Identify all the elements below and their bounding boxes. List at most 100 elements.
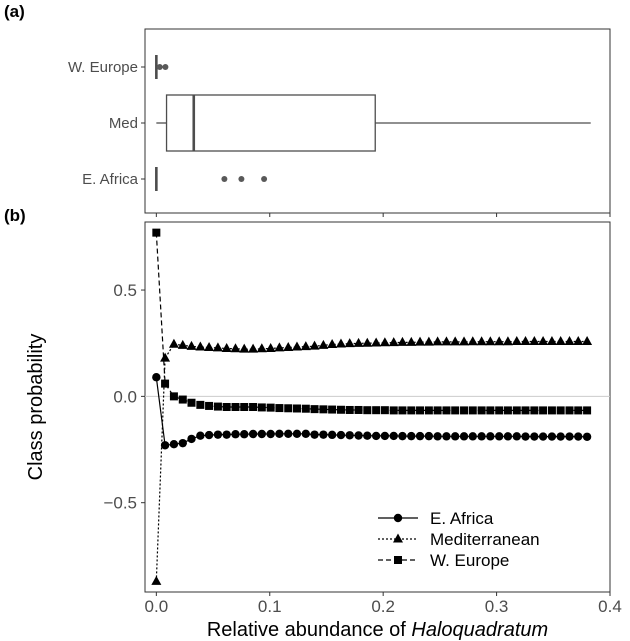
x-tick-label-1: 0.0 bbox=[145, 597, 169, 616]
point-e-africa-18 bbox=[301, 429, 311, 438]
legend-marker-mediterranean bbox=[393, 533, 403, 543]
series-w-europe bbox=[152, 228, 592, 415]
point-w-europe-14 bbox=[266, 403, 275, 412]
legend-marker-e-africa bbox=[393, 513, 403, 523]
point-w-europe-5 bbox=[187, 398, 196, 407]
legend-label-e-africa: E. Africa bbox=[430, 509, 494, 528]
point-e-africa-20 bbox=[319, 430, 328, 439]
point-mediterranean-23 bbox=[344, 338, 355, 348]
point-mediterranean-17 bbox=[291, 341, 302, 351]
outlier-e-africa-3 bbox=[261, 176, 268, 182]
point-w-europe-34 bbox=[442, 406, 451, 415]
point-e-africa-39 bbox=[486, 432, 495, 441]
outlier-e-africa-1 bbox=[221, 176, 228, 182]
point-e-africa-10 bbox=[231, 430, 240, 439]
point-mediterranean-4 bbox=[177, 339, 188, 349]
point-w-europe-45 bbox=[539, 406, 548, 415]
point-w-europe-1 bbox=[152, 228, 161, 237]
point-w-europe-6 bbox=[196, 400, 205, 409]
point-e-africa-16 bbox=[284, 429, 293, 438]
point-w-europe-30 bbox=[407, 406, 416, 415]
point-mediterranean-42 bbox=[511, 336, 522, 346]
panel-a-frame bbox=[144, 28, 611, 214]
x-tick-label-5: 0.4 bbox=[598, 597, 622, 616]
point-e-africa-41 bbox=[503, 432, 513, 441]
point-mediterranean-28 bbox=[388, 337, 399, 347]
point-w-europe-8 bbox=[213, 402, 222, 411]
point-mediterranean-13 bbox=[256, 343, 267, 353]
x-tick-label-2: 0.1 bbox=[258, 597, 282, 616]
category-label-med: Med bbox=[109, 115, 138, 132]
point-w-europe-36 bbox=[460, 406, 469, 415]
y-tick-label-1: −0.5 bbox=[103, 494, 137, 513]
point-e-africa-21 bbox=[327, 430, 337, 440]
point-e-africa-22 bbox=[336, 430, 346, 440]
point-e-africa-17 bbox=[292, 429, 302, 438]
point-w-europe-15 bbox=[275, 404, 284, 413]
point-e-africa-30 bbox=[407, 431, 416, 441]
point-e-africa-29 bbox=[398, 431, 407, 441]
point-e-africa-40 bbox=[494, 432, 504, 441]
point-e-africa-49 bbox=[574, 432, 583, 441]
point-e-africa-36 bbox=[459, 432, 469, 441]
outlier-e-africa-2 bbox=[238, 176, 245, 182]
point-mediterranean-19 bbox=[309, 340, 320, 350]
point-e-africa-26 bbox=[371, 431, 381, 441]
point-w-europe-20 bbox=[319, 405, 328, 414]
point-mediterranean-31 bbox=[415, 336, 426, 346]
point-e-africa-27 bbox=[380, 431, 390, 441]
panel-label-a: (a) bbox=[4, 2, 25, 21]
series-line-w-europe bbox=[155, 232, 588, 411]
point-e-africa-50 bbox=[582, 432, 592, 441]
point-mediterranean-8 bbox=[212, 342, 223, 352]
point-w-europe-40 bbox=[495, 406, 504, 415]
point-mediterranean-49 bbox=[573, 336, 584, 346]
point-w-europe-26 bbox=[372, 406, 381, 415]
point-w-europe-48 bbox=[565, 406, 574, 415]
point-mediterranean-36 bbox=[459, 336, 470, 346]
point-mediterranean-43 bbox=[520, 336, 531, 346]
point-w-europe-31 bbox=[416, 406, 425, 415]
point-w-europe-13 bbox=[257, 403, 266, 412]
point-mediterranean-3 bbox=[168, 338, 179, 348]
point-w-europe-32 bbox=[424, 406, 433, 415]
point-w-europe-4 bbox=[178, 395, 187, 404]
point-e-africa-28 bbox=[389, 431, 398, 441]
y-axis-title: Class probability bbox=[25, 334, 47, 481]
point-mediterranean-48 bbox=[564, 336, 575, 346]
point-w-europe-12 bbox=[249, 403, 258, 411]
point-mediterranean-22 bbox=[335, 338, 346, 348]
point-mediterranean-26 bbox=[371, 337, 382, 347]
point-mediterranean-15 bbox=[274, 342, 285, 352]
x-axis-title: Relative abundance of Haloquadratum bbox=[207, 619, 548, 641]
point-w-europe-23 bbox=[345, 405, 354, 414]
point-e-africa-5 bbox=[187, 434, 196, 444]
point-e-africa-34 bbox=[442, 432, 451, 441]
point-e-africa-43 bbox=[521, 432, 530, 441]
point-e-africa-38 bbox=[477, 432, 486, 441]
point-w-europe-10 bbox=[231, 403, 240, 411]
point-e-africa-37 bbox=[468, 432, 477, 441]
x-tick-label-4: 0.3 bbox=[485, 597, 509, 616]
outlier-w-europe-2 bbox=[162, 64, 169, 70]
point-mediterranean-34 bbox=[441, 336, 452, 346]
point-w-europe-47 bbox=[556, 406, 565, 415]
point-e-africa-25 bbox=[363, 431, 372, 440]
point-w-europe-25 bbox=[363, 406, 372, 415]
point-e-africa-12 bbox=[248, 429, 258, 439]
point-mediterranean-12 bbox=[248, 343, 259, 353]
point-mediterranean-45 bbox=[538, 336, 549, 346]
point-mediterranean-35 bbox=[450, 336, 461, 346]
point-w-europe-46 bbox=[547, 406, 556, 415]
point-e-africa-33 bbox=[433, 432, 442, 441]
point-w-europe-24 bbox=[354, 405, 363, 414]
point-e-africa-13 bbox=[257, 429, 267, 439]
point-w-europe-35 bbox=[451, 406, 460, 415]
legend-label-w-europe: W. Europe bbox=[430, 551, 509, 570]
point-e-africa-6 bbox=[196, 431, 205, 440]
point-mediterranean-32 bbox=[423, 336, 434, 346]
point-e-africa-48 bbox=[565, 432, 574, 441]
point-e-africa-45 bbox=[538, 432, 548, 441]
point-w-europe-3 bbox=[169, 392, 178, 401]
y-tick-label-3: 0.5 bbox=[113, 281, 137, 300]
